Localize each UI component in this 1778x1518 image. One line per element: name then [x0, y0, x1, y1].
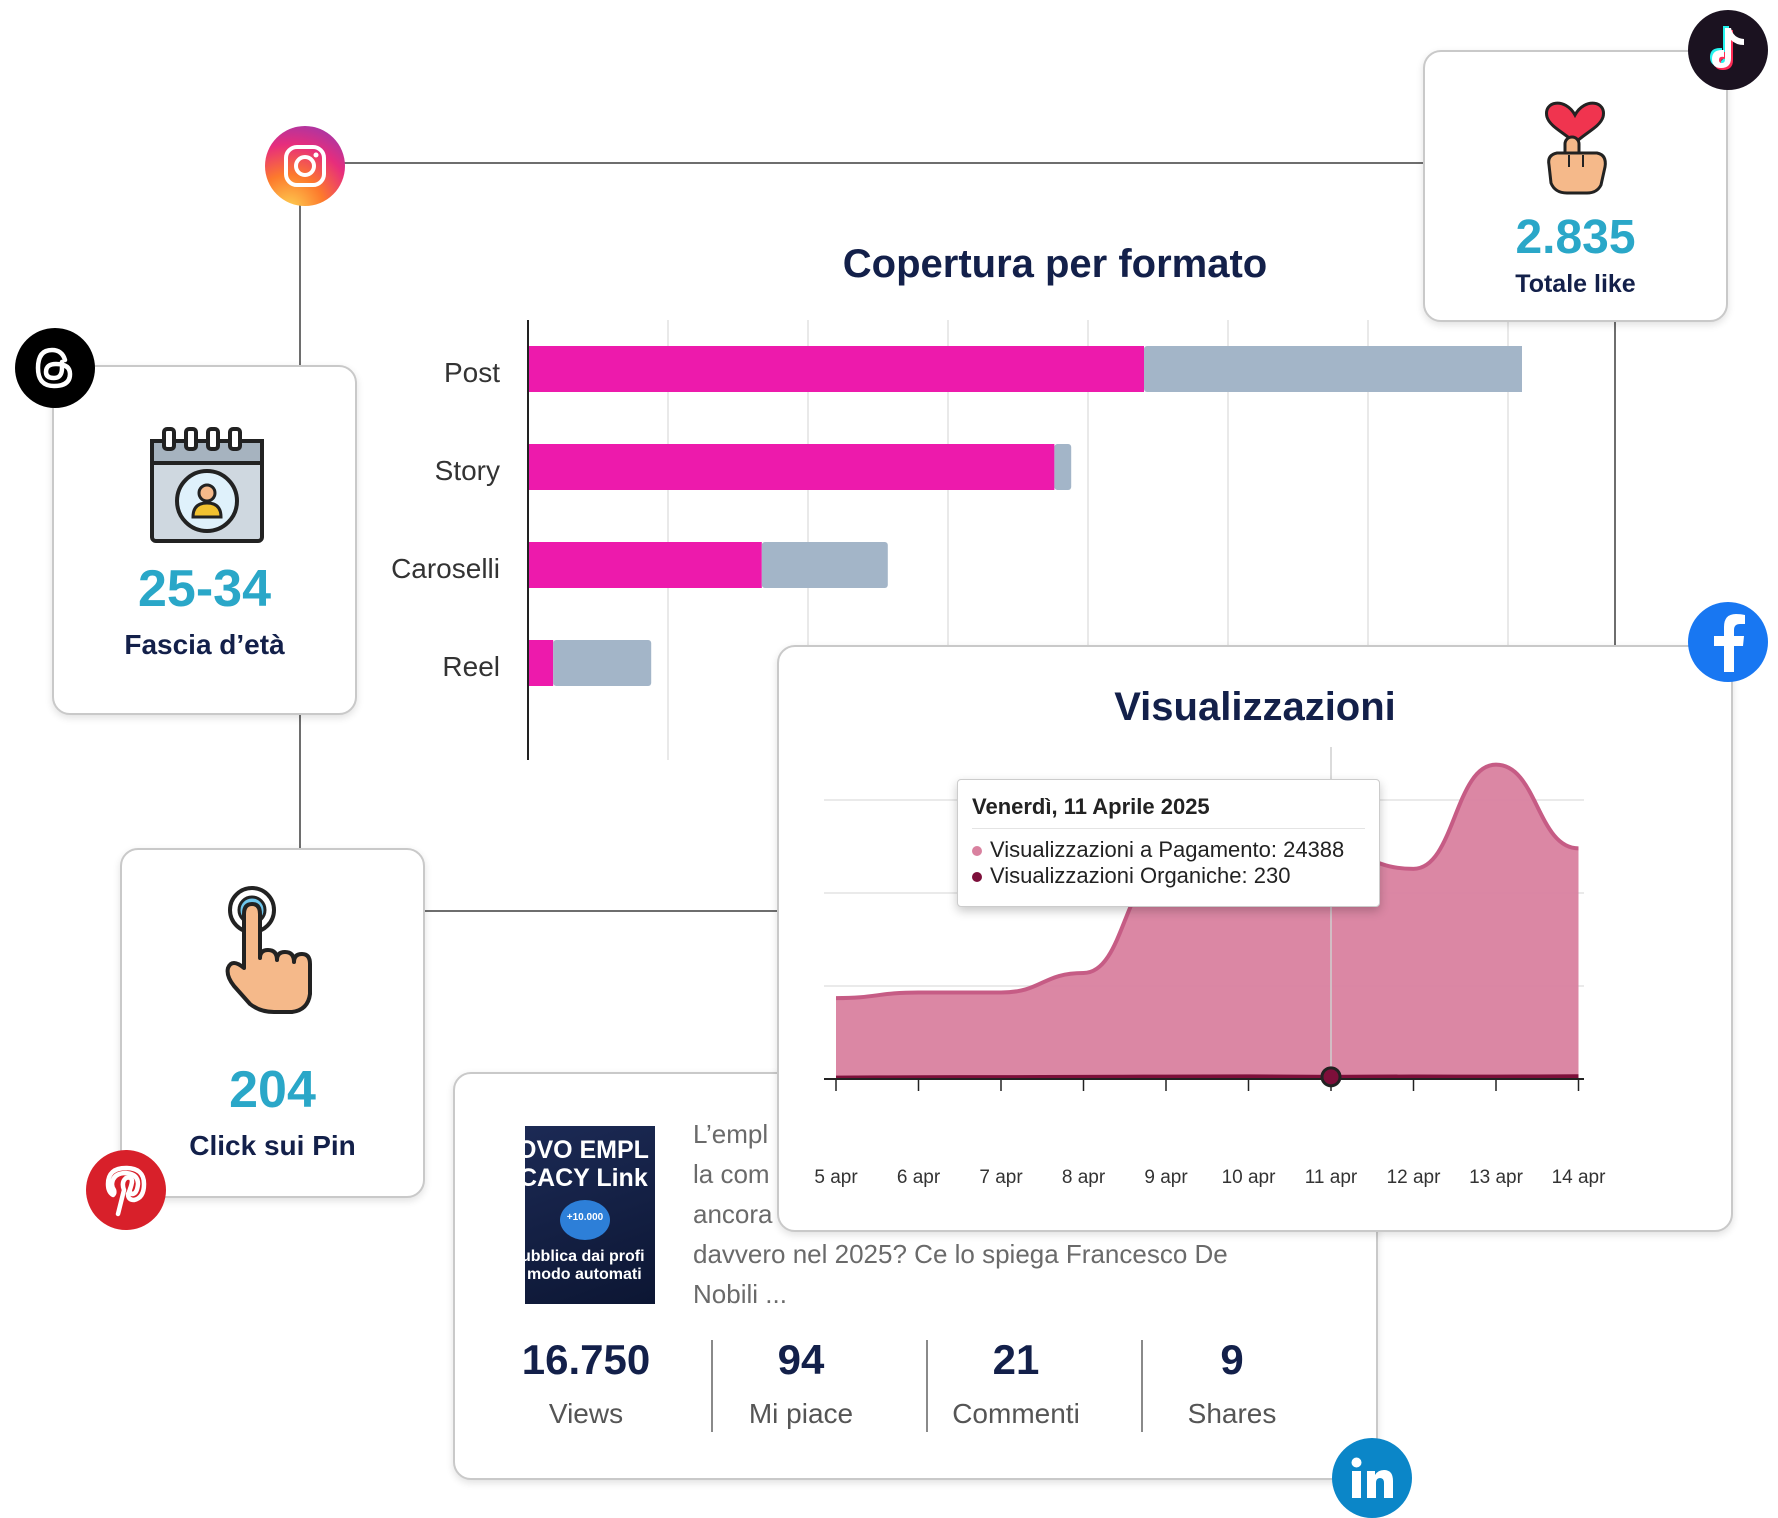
x-tick-label: 6 apr [896, 1167, 941, 1188]
x-tick-label: 7 apr [979, 1167, 1023, 1188]
bar-segment-paid [528, 640, 554, 686]
connector-line [1614, 320, 1616, 645]
tap-hand-icon [225, 886, 312, 1014]
stat-divider [1141, 1340, 1143, 1432]
x-tick-label: 11 apr [1304, 1167, 1358, 1188]
connector-line [299, 710, 301, 850]
tiktok-icon[interactable] [1688, 10, 1768, 90]
stat-value: 94 [777, 1336, 825, 1383]
post-text-line: Nobili ... [693, 1279, 787, 1309]
thumbnail-text: modo automati [527, 1266, 642, 1283]
age-label: Fascia d’età [124, 629, 285, 660]
thumbnail-text: OVO EMPL [525, 1136, 649, 1164]
instagram-icon[interactable] [265, 126, 345, 206]
thumbnail-text: ubblica dai profi [525, 1248, 645, 1265]
post-text-line: L’empl [693, 1119, 769, 1149]
stat-shares: 9 Shares [1127, 1336, 1337, 1430]
instagram-glyph [284, 145, 326, 187]
tooltip-divider [972, 828, 1365, 829]
x-axis-ticks: 5 apr 6 apr 7 apr 8 apr 9 apr 10 apr 11 apr 12 … [779, 1167, 1731, 1197]
bar-segment-organic [1054, 444, 1072, 490]
bar-segment-paid [528, 542, 762, 588]
post-text-line: davvero nel 2025? Ce lo spiega Francesco… [693, 1239, 1228, 1269]
thumbnail-badge [560, 1200, 610, 1240]
area-paid [836, 764, 1579, 1079]
bar-segment-paid [528, 444, 1055, 490]
area-plot [824, 747, 1584, 1091]
category-labels: Post Story Caroselli Reel [370, 230, 500, 760]
facebook-icon[interactable] [1688, 602, 1768, 682]
post-thumbnail: OVO EMPL CACY Link +10.000 ubblica dai p… [525, 1126, 655, 1304]
stat-divider [926, 1340, 928, 1432]
tooltip-line: Visualizzazioni Organiche: 230 [972, 863, 1365, 889]
thumbnail-badge-text: +10.000 [566, 1212, 604, 1223]
bar-segment-organic [1144, 346, 1522, 392]
stat-views: 16.750 Views [481, 1336, 691, 1430]
pin-clicks-label: Click sui Pin [189, 1130, 356, 1161]
category-label-post: Post [443, 357, 500, 388]
post-text-line: ancora [693, 1199, 773, 1229]
likes-card: 2.835 Totale like [1423, 50, 1728, 322]
views-chart-card: Visualizzazioni 5 apr 6 apr 7 apr 8 apr 9 ap… [777, 645, 1733, 1232]
stat-label: Commenti [952, 1398, 1080, 1429]
age-value: 25-34 [138, 560, 271, 618]
post-text-line: la com [693, 1159, 770, 1189]
tiktok-glyph [1710, 26, 1744, 70]
likes-label: Totale like [1515, 270, 1636, 298]
stat-value: 16.750 [521, 1336, 651, 1383]
format-reach-chart: Copertura per formato Post Story Carosel… [370, 230, 1530, 760]
x-tick-label: 12 apr [1386, 1167, 1441, 1188]
x-tick-label: 13 apr [1469, 1167, 1523, 1188]
category-label-story: Story [434, 455, 500, 486]
connector-line [300, 162, 1430, 164]
chart-tooltip: Venerdì, 11 Aprile 2025 Visualizzazioni … [957, 779, 1380, 907]
tooltip-line: Visualizzazioni a Pagamento: 24388 [972, 837, 1365, 863]
category-label-reel: Reel [442, 651, 500, 682]
highlight-point-organic [1320, 1066, 1342, 1088]
organic-dot-icon [972, 872, 982, 883]
x-tick-label: 14 apr [1551, 1167, 1606, 1188]
connector-line [420, 910, 780, 912]
pinterest-glyph [105, 1165, 147, 1217]
line-organic [835, 1074, 1579, 1080]
chart-title: Copertura per formato [842, 242, 1268, 286]
x-tick-label: 8 apr [1061, 1167, 1106, 1188]
linkedin-glyph [1351, 1457, 1393, 1498]
likes-value: 2.835 [1515, 211, 1636, 264]
stat-value: 21 [992, 1336, 1040, 1383]
stat-label: Views [548, 1398, 624, 1429]
stat-divider [711, 1340, 713, 1432]
stat-comments: 21 Commenti [911, 1336, 1121, 1430]
bar-segment-organic [761, 542, 888, 588]
age-card: 25-34 Fascia d’età [52, 365, 357, 715]
post-text: L’empl la com ancora davvero nel 2025? C… [693, 1114, 1293, 1314]
stat-label: Mi piace [748, 1398, 854, 1429]
connector-line [299, 198, 301, 368]
pin-clicks-card: 204 Click sui Pin [120, 848, 425, 1198]
heart-hand-icon [1545, 101, 1607, 195]
calendar-user-icon [150, 427, 264, 543]
facebook-glyph [1714, 614, 1745, 672]
stat-value: 9 [1220, 1336, 1244, 1383]
thumbnail-text: CACY Link [525, 1164, 648, 1192]
linkedin-icon[interactable] [1332, 1438, 1412, 1518]
pin-clicks-value: 204 [229, 1061, 316, 1119]
chart-title: Visualizzazioni [1114, 685, 1396, 729]
tooltip-paid-text: Visualizzazioni a Pagamento: 24388 [990, 837, 1345, 862]
category-label-caroselli: Caroselli [391, 553, 500, 584]
bar-segment-paid [528, 346, 1144, 392]
paid-dot-icon [972, 846, 982, 857]
threads-glyph [35, 347, 73, 389]
bar-plot [527, 320, 1522, 760]
stat-likes: 94 Mi piace [696, 1336, 906, 1430]
pinterest-icon[interactable] [86, 1150, 166, 1230]
stat-label: Shares [1187, 1398, 1277, 1429]
tooltip-title: Venerdì, 11 Aprile 2025 [972, 794, 1210, 819]
x-tick-label: 10 apr [1221, 1167, 1276, 1188]
tooltip-organic-text: Visualizzazioni Organiche: 230 [990, 863, 1291, 888]
x-tick-label: 5 apr [814, 1167, 858, 1188]
threads-icon[interactable] [15, 328, 95, 408]
bar-segment-organic [553, 640, 652, 686]
x-tick-label: 9 apr [1144, 1167, 1188, 1188]
